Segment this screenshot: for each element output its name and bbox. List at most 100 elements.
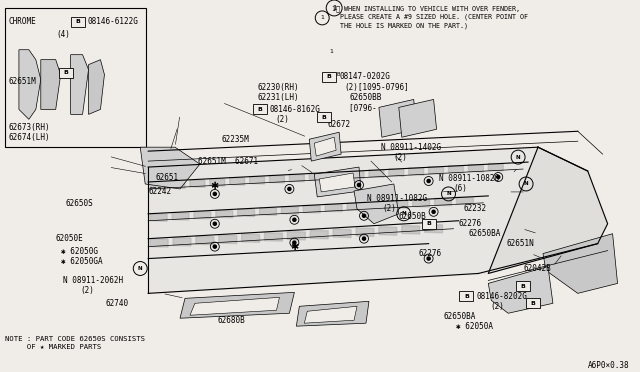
Text: 62651N: 62651N [506, 239, 534, 248]
Polygon shape [219, 235, 237, 244]
Polygon shape [88, 60, 104, 114]
Polygon shape [425, 224, 442, 233]
Polygon shape [287, 231, 305, 240]
Text: (4): (4) [57, 30, 70, 39]
Circle shape [213, 192, 216, 195]
Text: 62673(RH): 62673(RH) [9, 123, 51, 132]
Text: B: B [327, 74, 332, 79]
Text: B: B [521, 284, 525, 289]
Text: 62050E: 62050E [56, 234, 83, 243]
Polygon shape [389, 169, 404, 176]
Text: 1⃝ WHEN INSTALLING TO VEHICLE WITH OVER FENDER,
  PLEASE CREATE A #9 SIZED HOLE.: 1⃝ WHEN INSTALLING TO VEHICLE WITH OVER … [332, 5, 528, 29]
Text: 62650BA: 62650BA [468, 229, 500, 238]
Polygon shape [379, 227, 397, 235]
Polygon shape [488, 266, 553, 313]
Text: B: B [464, 294, 469, 299]
Text: 62740: 62740 [106, 299, 129, 308]
Text: 08146-8202G: 08146-8202G [476, 292, 527, 301]
Polygon shape [435, 198, 451, 206]
Text: (6): (6) [454, 185, 467, 193]
Text: N 08911-1402G: N 08911-1402G [381, 143, 441, 152]
Polygon shape [237, 209, 255, 217]
Circle shape [358, 183, 360, 186]
Polygon shape [319, 173, 355, 192]
Polygon shape [170, 181, 185, 188]
Text: CHROME: CHROME [9, 17, 36, 26]
Text: 62651M: 62651M [9, 77, 36, 86]
Polygon shape [230, 177, 244, 185]
Text: ✱: ✱ [291, 242, 298, 251]
Text: (2): (2) [81, 286, 95, 295]
Polygon shape [369, 170, 384, 177]
Text: 62650BA: 62650BA [444, 312, 476, 321]
Text: (2): (2) [382, 204, 396, 213]
Polygon shape [488, 147, 607, 273]
Bar [59, 68, 72, 78]
Polygon shape [150, 239, 168, 247]
Polygon shape [429, 167, 444, 174]
Polygon shape [150, 214, 167, 221]
Polygon shape [305, 306, 357, 323]
Text: 1: 1 [320, 15, 324, 20]
Bar [253, 105, 266, 114]
Polygon shape [210, 179, 225, 186]
Circle shape [213, 245, 216, 248]
Text: N: N [446, 192, 451, 196]
Polygon shape [399, 99, 436, 137]
Text: 62680B: 62680B [218, 316, 246, 325]
Polygon shape [282, 206, 298, 214]
Text: 62276: 62276 [458, 219, 481, 228]
Polygon shape [333, 229, 351, 238]
Text: 62230(RH): 62230(RH) [257, 83, 300, 92]
Text: N: N [524, 182, 529, 186]
Text: ✱ 62050A: ✱ 62050A [456, 322, 493, 331]
Polygon shape [194, 211, 211, 219]
Polygon shape [196, 236, 214, 245]
Text: B: B [257, 107, 262, 112]
Polygon shape [173, 237, 191, 246]
Circle shape [362, 214, 365, 217]
Text: 62235M: 62235M [222, 135, 250, 144]
Text: 62276: 62276 [419, 249, 442, 258]
Polygon shape [140, 147, 200, 189]
Text: 62651: 62651 [155, 173, 179, 182]
Polygon shape [409, 168, 424, 175]
Polygon shape [347, 203, 364, 211]
Bar [460, 291, 474, 301]
Text: 62231(LH): 62231(LH) [257, 93, 300, 102]
Polygon shape [309, 173, 324, 181]
Text: (2): (2) [490, 302, 504, 311]
Bar [422, 219, 436, 229]
Polygon shape [354, 184, 399, 224]
Bar [526, 298, 540, 308]
Text: B: B [63, 70, 68, 75]
Polygon shape [413, 199, 429, 207]
Text: A6P0×0.38: A6P0×0.38 [588, 361, 629, 370]
Polygon shape [180, 292, 294, 318]
Text: 1: 1 [332, 5, 337, 11]
Polygon shape [190, 297, 280, 315]
Polygon shape [216, 210, 233, 218]
Text: 62651M  62671: 62651M 62671 [198, 157, 258, 166]
Text: N 08911-2062H: N 08911-2062H [63, 276, 123, 285]
Polygon shape [449, 166, 463, 173]
Polygon shape [468, 164, 483, 172]
Text: 08146-6122G: 08146-6122G [88, 17, 138, 26]
Text: 62232: 62232 [463, 204, 486, 213]
Polygon shape [264, 233, 282, 241]
Text: 08146-8162G: 08146-8162G [269, 105, 321, 114]
Bar [317, 112, 331, 122]
Text: NOTE : PART CODE 62650S CONSISTS
     OF ★ MARKED PARTS: NOTE : PART CODE 62650S CONSISTS OF ★ MA… [5, 336, 145, 350]
Polygon shape [314, 137, 336, 156]
Polygon shape [310, 230, 328, 239]
Text: B: B [336, 72, 339, 77]
Bar [322, 71, 336, 81]
Circle shape [432, 210, 435, 214]
Polygon shape [303, 205, 320, 213]
Circle shape [213, 222, 216, 225]
Polygon shape [260, 208, 276, 215]
Polygon shape [309, 132, 341, 161]
Polygon shape [19, 50, 41, 119]
Polygon shape [269, 176, 284, 183]
Text: 62650BB: 62650BB [349, 93, 381, 102]
